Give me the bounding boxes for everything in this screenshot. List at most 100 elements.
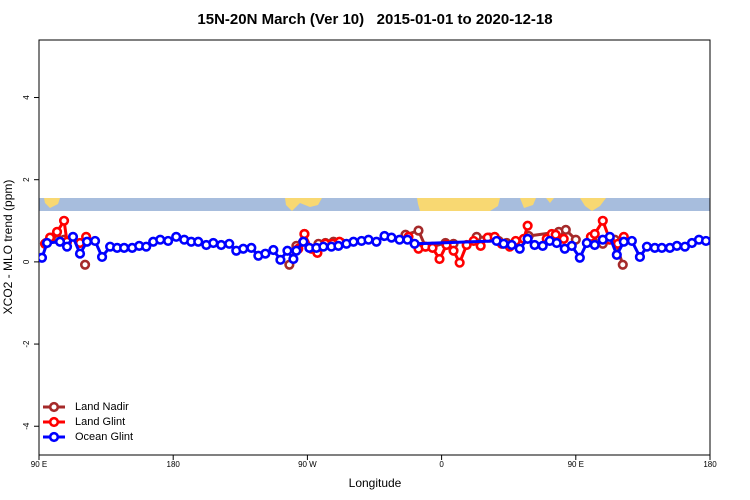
x-tick-label: 90 W [298, 460, 317, 469]
x-tick-label: 90 E [568, 460, 584, 469]
data-point [566, 240, 577, 251]
data-point [298, 236, 309, 247]
data-point [348, 236, 359, 247]
data-point [581, 237, 592, 249]
data-point [39, 252, 48, 263]
data-point [171, 231, 182, 242]
land-shape [520, 198, 536, 208]
data-point [448, 245, 459, 256]
data-point [560, 224, 571, 235]
data-point [371, 236, 382, 247]
data-point [318, 241, 329, 252]
data-point [246, 242, 257, 254]
data-point [611, 249, 622, 260]
x-tick-label: 90 E [31, 460, 47, 469]
data-point [529, 239, 540, 251]
data-point [363, 234, 374, 245]
data-point [268, 244, 279, 256]
data-point [288, 253, 299, 265]
legend-marker [48, 401, 60, 413]
data-point [54, 236, 66, 247]
data-point [89, 235, 101, 247]
x-tick-label: 180 [167, 460, 181, 469]
y-tick-label: -4 [22, 422, 31, 430]
data-point [224, 238, 235, 249]
x-axis-title: Longitude [349, 476, 402, 490]
data-point [641, 241, 653, 252]
legend-label: Land Nadir [75, 401, 129, 413]
x-tick-label: 180 [703, 460, 717, 469]
y-tick-label: -2 [22, 340, 31, 348]
data-point [208, 237, 219, 249]
data-point [119, 242, 130, 254]
chart-title: 15N-20N March (Ver 10) 2015-01-01 to 202… [197, 11, 552, 28]
data-point [299, 228, 310, 240]
data-point [238, 243, 249, 254]
legend-marker [48, 416, 60, 428]
land-shape [580, 198, 606, 211]
land-shape [285, 198, 322, 211]
data-point [155, 234, 166, 245]
data-point [81, 236, 93, 247]
land-shape [546, 198, 554, 203]
data-point [617, 259, 628, 270]
legend: Land Nadir Land Glint Ocean Glint [43, 401, 133, 443]
data-point [537, 240, 548, 251]
data-point [498, 238, 509, 249]
data-point [522, 233, 533, 244]
plot-frame [38, 39, 711, 456]
data-point [558, 233, 569, 244]
data-point [522, 220, 533, 231]
data-point [454, 257, 465, 268]
data-point [604, 231, 615, 242]
data-point [61, 241, 73, 252]
data-point [589, 239, 600, 251]
data-point [409, 238, 420, 249]
data-point [282, 245, 293, 256]
data-point [260, 248, 271, 259]
legend-marker [48, 431, 60, 443]
data-point [597, 215, 608, 226]
y-tick-label: 2 [22, 177, 31, 182]
data-point [514, 243, 525, 254]
data-point [656, 242, 667, 254]
x-tick-label: 0 [439, 460, 444, 469]
data-point [216, 239, 227, 251]
data-point [394, 234, 405, 245]
data-point [141, 241, 152, 252]
data-point [386, 232, 397, 243]
data-point [475, 240, 486, 251]
data-point [626, 235, 637, 247]
data-point [51, 226, 63, 237]
map-strip [39, 198, 710, 211]
land-shape [44, 198, 60, 208]
data-point [574, 252, 585, 263]
data-point [79, 259, 91, 270]
data-point [427, 242, 438, 254]
data-point [700, 235, 710, 247]
data-point [634, 251, 646, 263]
data-point [58, 215, 70, 226]
data-point [193, 236, 204, 247]
data-point [291, 245, 302, 256]
data-point [163, 235, 174, 247]
legend-label: Ocean Glint [75, 431, 133, 443]
data-point [96, 251, 108, 263]
y-axis-title: XCO2 - MLO trend (ppm) [1, 180, 15, 315]
data-point [589, 228, 600, 240]
data-point [413, 225, 424, 236]
data-point [41, 237, 53, 249]
land-shape [417, 198, 500, 211]
data-point [618, 236, 629, 247]
data-point [671, 240, 682, 251]
plot-area [39, 215, 710, 270]
data-point [551, 237, 562, 249]
ocean-strip [39, 198, 710, 211]
y-tick-label: 4 [22, 95, 31, 100]
data-point [402, 234, 413, 245]
data-point [67, 231, 79, 242]
data-point [434, 253, 445, 265]
data-point [506, 239, 517, 251]
